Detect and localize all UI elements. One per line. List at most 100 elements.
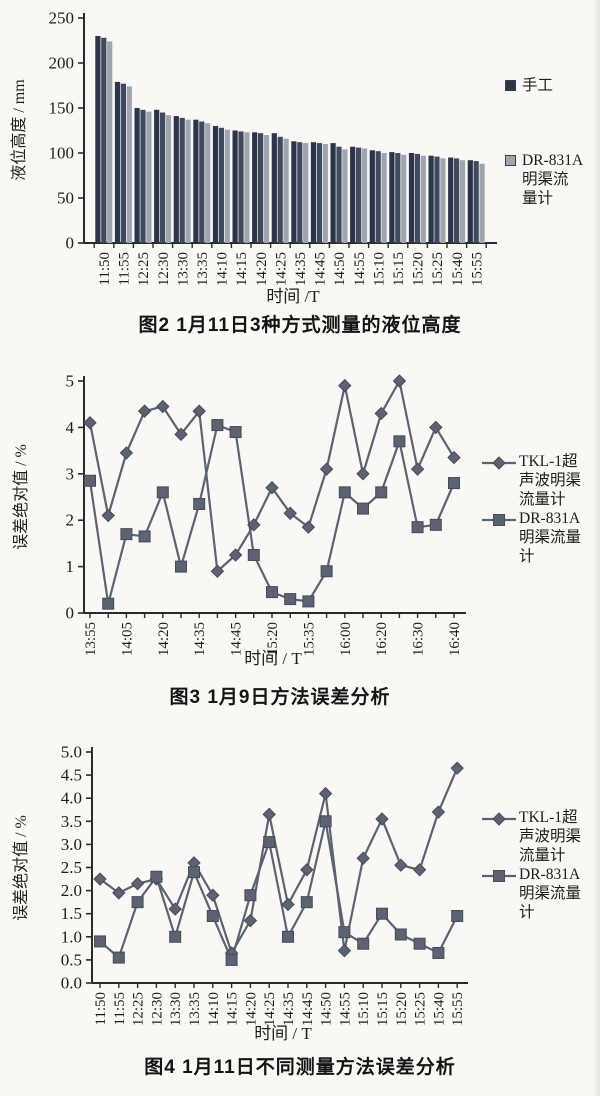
- bar: [322, 144, 328, 243]
- data-point-diamond: [192, 404, 206, 418]
- y-tick-label: 4.0: [61, 789, 82, 808]
- data-point-diamond: [338, 378, 352, 393]
- bar: [205, 123, 211, 243]
- data-point-square: [393, 435, 406, 448]
- data-point-diamond: [168, 902, 182, 916]
- bar: [350, 146, 356, 243]
- legend-square-line-icon: [482, 869, 516, 883]
- x-tick-label: 14:50: [319, 992, 335, 1026]
- legend-entry: TKL-1超 声波明渠 流量计: [482, 808, 581, 865]
- data-point-square: [150, 870, 163, 883]
- bar-series-1: [101, 37, 479, 243]
- x-tick-label: 13:35: [187, 992, 203, 1026]
- legend-diamond-line-icon: [482, 812, 516, 826]
- data-point-square: [411, 521, 424, 534]
- bar: [232, 130, 238, 243]
- y-tick-label: 1.5: [61, 904, 82, 923]
- data-point-square: [211, 419, 224, 432]
- data-point-diamond: [243, 913, 258, 928]
- bar: [193, 119, 199, 243]
- x-tick-label: 14:35: [192, 622, 208, 656]
- bar: [408, 153, 415, 243]
- x-tick-label: 15:20: [411, 252, 427, 286]
- data-point-square: [206, 910, 219, 923]
- bar: [263, 135, 270, 243]
- bar: [375, 151, 381, 243]
- bar: [154, 109, 160, 243]
- bar: [160, 112, 166, 243]
- x-tick-label: 15:40: [431, 992, 447, 1026]
- data-point-square: [84, 474, 96, 487]
- markers-series-0: [93, 761, 464, 960]
- bar-series-0: [95, 36, 473, 244]
- bar: [224, 129, 230, 243]
- y-tick-label: 2: [66, 511, 75, 530]
- line-series-1: [88, 423, 456, 604]
- data-point-square: [244, 889, 257, 902]
- bar: [330, 143, 336, 243]
- x-tick-label: 16:00: [338, 622, 354, 656]
- data-point-square: [357, 937, 370, 950]
- bar: [199, 121, 205, 243]
- y-axis-title: 误差绝对值 / %: [12, 815, 30, 921]
- data-point-diamond: [247, 518, 261, 532]
- y-axis-title: 液位高度 / mm: [10, 79, 28, 181]
- bar: [448, 157, 454, 243]
- x-tick-label: 15:20: [394, 992, 410, 1026]
- bar: [395, 153, 401, 243]
- data-point-diamond: [228, 548, 243, 562]
- legend-swatch-icon: [505, 80, 517, 92]
- bar: [434, 156, 440, 243]
- x-tick-label: 14:55: [352, 252, 368, 286]
- x-tick-label: 12:30: [156, 252, 172, 286]
- x-tick-label: 15:25: [413, 992, 429, 1026]
- x-tick-label: 13:35: [195, 252, 211, 286]
- y-tick-label: 1.0: [61, 927, 82, 946]
- bar: [114, 81, 121, 244]
- data-point-diamond: [318, 786, 333, 801]
- data-point-square: [169, 930, 182, 943]
- data-point-square: [320, 565, 333, 578]
- figure-2-legend: 手工 DR-831A 明渠流 量计: [505, 76, 583, 208]
- bar: [420, 155, 426, 243]
- data-point-diamond: [283, 506, 297, 520]
- figure-4-legend: TKL-1超 声波明渠 流量计 DR-831A 明渠流量计: [482, 808, 581, 922]
- data-point-square: [300, 896, 313, 909]
- data-point-square: [376, 907, 388, 920]
- y-tick-label: 200: [49, 54, 75, 73]
- bar: [361, 148, 368, 243]
- bar: [342, 149, 348, 243]
- bar: [310, 142, 317, 243]
- data-point-diamond: [429, 420, 443, 435]
- bar: [459, 160, 466, 243]
- y-tick-label: 2.5: [61, 858, 82, 877]
- data-point-square: [94, 935, 106, 948]
- x-tick-label: 14:45: [300, 992, 316, 1026]
- y-tick-label: 150: [49, 99, 75, 118]
- y-tick-label: 3.5: [61, 812, 82, 831]
- figure-3-plot: 0 1 2 3 4 5 13:55 14:05 14:20 14:35 14:45 15:20 15:3…: [12, 372, 466, 668]
- x-tick-label: 15:10: [371, 252, 387, 286]
- x-tick-label: 14:35: [281, 992, 297, 1026]
- y-tick-label: 100: [49, 144, 75, 163]
- data-point-diamond: [300, 863, 314, 877]
- bar: [303, 143, 309, 243]
- bar: [107, 41, 113, 244]
- data-point-square: [338, 926, 351, 939]
- data-point-diamond: [265, 481, 279, 495]
- y-tick-label: 5.0: [61, 743, 82, 762]
- bar: [467, 160, 473, 243]
- y-tick-label: 0: [66, 604, 75, 623]
- x-tick-label: 16:30: [411, 622, 427, 656]
- x-tick-label: 12:25: [131, 992, 147, 1026]
- figure-3-legend: TKL-1超 声波明渠 流量计 DR-831A 明渠流量计: [482, 452, 581, 566]
- data-point-square: [156, 486, 169, 499]
- data-point-diamond: [374, 406, 388, 421]
- bar: [369, 150, 375, 243]
- data-point-diamond: [301, 520, 316, 534]
- x-tick-label: 14:55: [337, 992, 353, 1026]
- x-tick-label: 13:55: [83, 622, 99, 656]
- y-tick-label: 250: [49, 9, 75, 28]
